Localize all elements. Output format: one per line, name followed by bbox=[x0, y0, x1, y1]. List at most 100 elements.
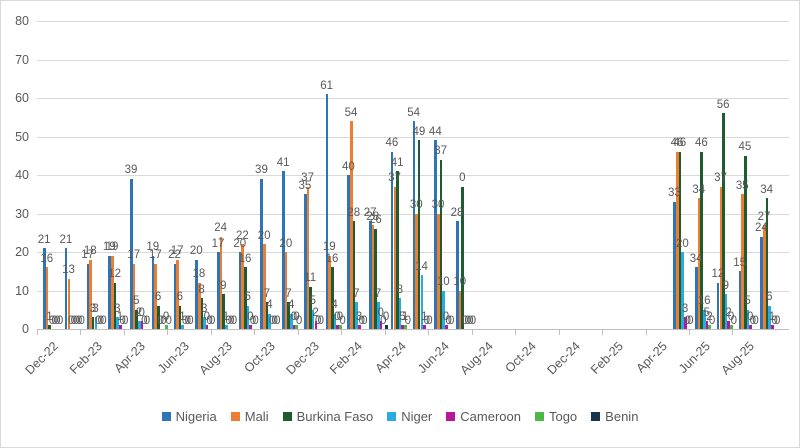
legend-item[interactable]: Togo bbox=[534, 409, 577, 424]
bar bbox=[743, 155, 747, 329]
legend-item[interactable]: Burkina Faso bbox=[282, 409, 373, 424]
data-label: 41 bbox=[390, 156, 404, 169]
data-label: 49 bbox=[412, 125, 426, 138]
bar bbox=[398, 298, 402, 329]
data-label: 0 bbox=[727, 310, 735, 323]
bar bbox=[217, 252, 220, 329]
data-label: 0 bbox=[684, 314, 691, 327]
x-axis-line bbox=[37, 329, 789, 330]
x-axis-label: Feb-23 bbox=[66, 339, 105, 377]
data-label: 0 bbox=[290, 310, 297, 323]
bar bbox=[697, 198, 701, 329]
data-label: 5 bbox=[309, 295, 317, 308]
bar bbox=[369, 221, 372, 329]
bar-group bbox=[433, 21, 452, 329]
data-label: 33 bbox=[668, 187, 681, 200]
data-label: 44 bbox=[428, 125, 442, 138]
gridline bbox=[37, 59, 789, 61]
y-axis-tick-label: 20 bbox=[15, 245, 29, 259]
data-label: 12 bbox=[711, 268, 725, 281]
bar bbox=[401, 325, 405, 329]
bar bbox=[371, 225, 375, 329]
bar-group bbox=[476, 21, 495, 329]
data-label: 0 bbox=[268, 314, 276, 327]
data-label: 0 bbox=[774, 314, 781, 327]
x-axis-label: Apr-23 bbox=[111, 339, 148, 376]
legend-swatch-icon bbox=[161, 412, 171, 421]
bar-group bbox=[42, 21, 61, 329]
data-label: 3 bbox=[89, 302, 97, 315]
bar-group bbox=[63, 21, 82, 329]
bar bbox=[116, 317, 119, 329]
data-label: 0 bbox=[461, 314, 469, 327]
data-label: 0 bbox=[382, 310, 390, 323]
data-label: 0 bbox=[752, 314, 759, 327]
data-label: 15 bbox=[733, 256, 747, 269]
legend-item[interactable]: Cameroon bbox=[446, 409, 521, 424]
bar-group bbox=[563, 21, 582, 329]
data-label: 7 bbox=[285, 287, 292, 300]
legend-item[interactable]: Benin bbox=[591, 409, 638, 424]
bar bbox=[444, 325, 448, 329]
bar-group bbox=[259, 21, 278, 329]
legend-swatch-icon bbox=[446, 412, 456, 421]
bar bbox=[295, 325, 299, 329]
data-label: 20 bbox=[189, 245, 203, 258]
bar-group bbox=[694, 21, 713, 329]
bar bbox=[722, 113, 725, 329]
bar bbox=[695, 267, 698, 329]
data-label: 6 bbox=[154, 291, 162, 304]
data-label: 0 bbox=[54, 314, 61, 327]
bar-group bbox=[172, 21, 191, 329]
bar bbox=[205, 325, 209, 329]
data-label: 0 bbox=[70, 314, 77, 327]
legend-item[interactable]: Mali bbox=[230, 409, 269, 424]
bar bbox=[412, 121, 416, 329]
data-label: 1 bbox=[46, 310, 53, 323]
bar-group bbox=[324, 21, 343, 329]
data-label: 22 bbox=[168, 249, 181, 262]
bar bbox=[311, 309, 315, 329]
x-axis-tick bbox=[254, 329, 256, 335]
data-label: 4 bbox=[287, 299, 295, 312]
bar bbox=[741, 194, 744, 329]
data-label: 0 bbox=[317, 314, 325, 327]
data-label: 0 bbox=[687, 314, 694, 327]
data-label: 0 bbox=[377, 306, 384, 319]
x-axis-label: Oct-24 bbox=[502, 339, 540, 376]
bar bbox=[165, 325, 168, 329]
data-label: 0 bbox=[247, 310, 254, 323]
data-label: 0 bbox=[225, 314, 232, 327]
data-label: 26 bbox=[369, 214, 382, 227]
data-label: 0 bbox=[469, 314, 477, 327]
bar bbox=[724, 294, 728, 329]
bar bbox=[347, 175, 350, 329]
bar bbox=[241, 244, 244, 329]
bar-group bbox=[129, 21, 148, 329]
data-label: 0 bbox=[295, 314, 303, 327]
data-label: 28 bbox=[347, 206, 361, 219]
legend-item[interactable]: Niger bbox=[387, 409, 432, 424]
x-axis-tick bbox=[210, 329, 212, 335]
data-label: 6 bbox=[176, 291, 184, 304]
legend-item[interactable]: Nigeria bbox=[161, 409, 217, 424]
data-label: 40 bbox=[341, 160, 355, 173]
chart-legend: Nigeria Mali Burkina Faso Niger Cameroon Togo… bbox=[1, 409, 799, 424]
data-label: 3 bbox=[92, 302, 99, 315]
data-label: 20 bbox=[675, 237, 689, 250]
data-label: 0 bbox=[51, 314, 58, 327]
bar-group bbox=[520, 21, 539, 329]
bar bbox=[118, 325, 122, 329]
data-label: 20 bbox=[257, 229, 271, 242]
bar bbox=[195, 259, 198, 329]
data-label: 45 bbox=[738, 141, 752, 154]
bar bbox=[219, 236, 223, 329]
x-axis-tick bbox=[167, 329, 169, 335]
data-label: 0 bbox=[404, 314, 411, 327]
data-label: 17 bbox=[149, 249, 162, 262]
data-label: 0 bbox=[230, 314, 238, 327]
bar bbox=[700, 151, 704, 329]
x-axis-tick bbox=[123, 329, 125, 335]
x-axis-tick bbox=[80, 329, 82, 335]
